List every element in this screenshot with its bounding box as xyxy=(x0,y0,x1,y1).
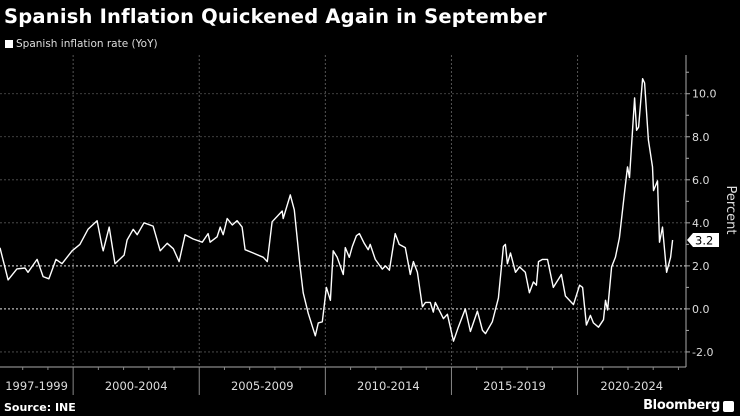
y-tick-label: 6.0 xyxy=(692,174,710,187)
x-period-label: 2015-2019 xyxy=(483,379,546,393)
y-tick-label: 0.0 xyxy=(692,303,710,316)
legend-swatch xyxy=(5,40,13,48)
bloomberg-logo: Bloomberg xyxy=(643,398,720,413)
bloomberg-chart-icon xyxy=(723,401,734,412)
x-period-label: 2010-2014 xyxy=(357,379,420,393)
source-note: Source: INE xyxy=(4,401,76,414)
y-tick-label: 8.0 xyxy=(692,131,710,144)
y-tick-label: 4.0 xyxy=(692,217,710,230)
last-value-box xyxy=(687,233,719,248)
y-tick-label: -2.0 xyxy=(692,346,713,359)
chart: -2.0 0.0 2.0 4.0 6.0 8.0 10.0 1997-1999 2000-200… xyxy=(0,55,738,395)
x-period-label: 2005-2009 xyxy=(231,379,294,393)
legend-label: Spanish inflation rate (YoY) xyxy=(16,38,158,50)
last-value-label: 3.2 xyxy=(695,234,713,248)
y-axis-label: Percent xyxy=(723,186,738,235)
legend: Spanish inflation rate (YoY) xyxy=(5,38,158,50)
y-tick-label: 2.0 xyxy=(692,260,710,273)
y-tick-label: 10.0 xyxy=(692,88,717,101)
chart-title: Spanish Inflation Quickened Again in Sep… xyxy=(4,5,547,28)
x-period-label: 1997-1999 xyxy=(5,379,68,393)
x-period-label: 2020-2024 xyxy=(600,379,663,393)
x-period-label: 2000-2004 xyxy=(105,379,168,393)
inflation-line xyxy=(0,78,674,342)
